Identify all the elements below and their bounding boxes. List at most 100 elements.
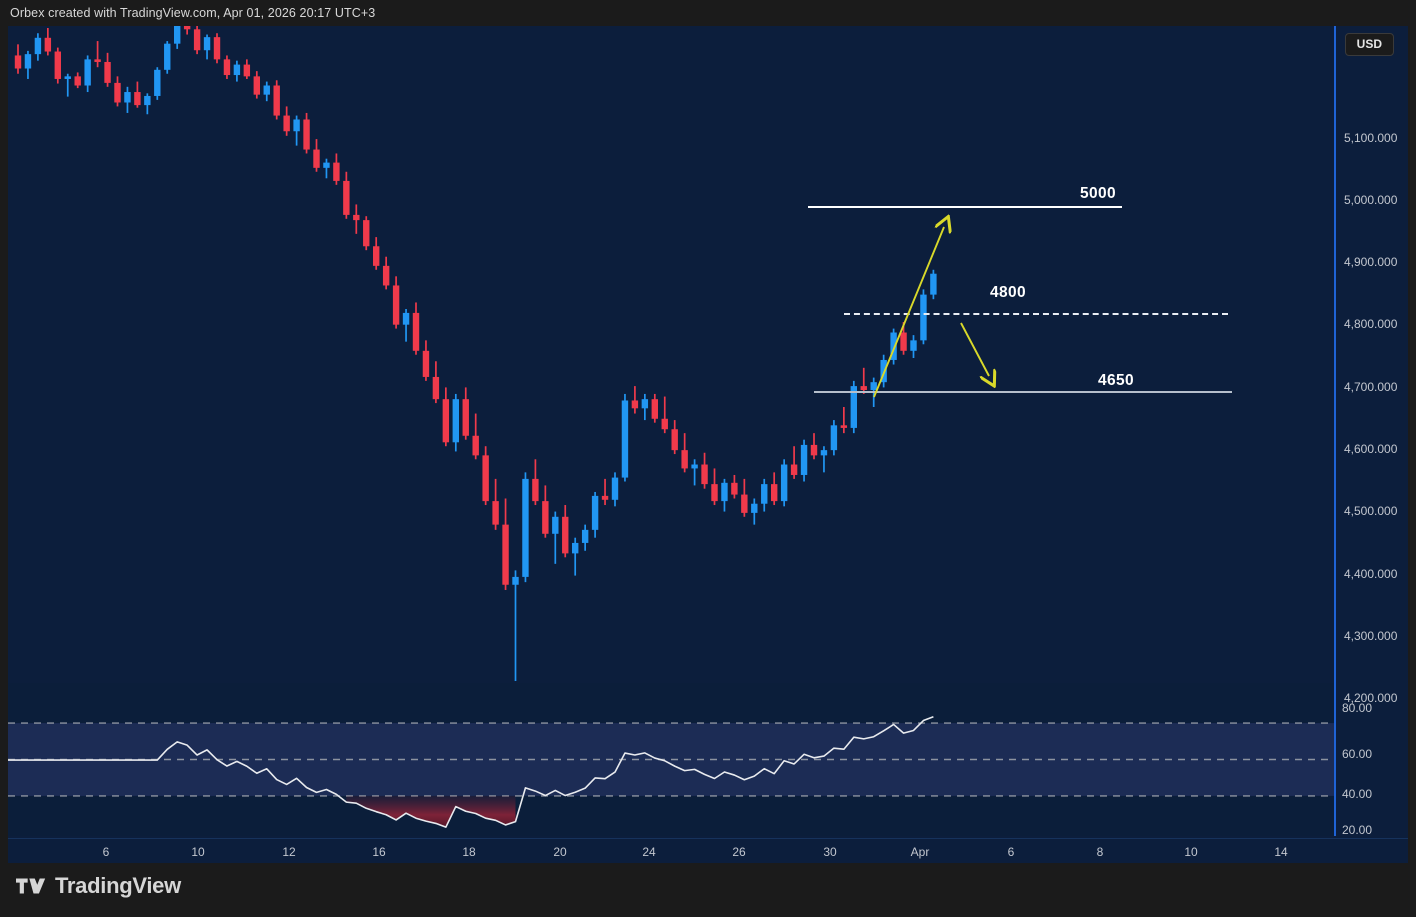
- candle-body: [880, 359, 887, 383]
- chart-header: Orbex created with TradingView.com, Apr …: [0, 0, 1416, 26]
- candle-body: [14, 55, 22, 69]
- candle-body: [174, 26, 181, 44]
- candle-body: [253, 76, 260, 95]
- candle-body: [711, 484, 718, 502]
- price-tick: 4,300.000: [1344, 628, 1398, 643]
- candle-body: [442, 399, 450, 443]
- price-tick: 4,800.000: [1344, 317, 1398, 332]
- candle-body: [412, 312, 420, 351]
- candle-body: [492, 501, 499, 525]
- candle-body: [930, 273, 937, 295]
- candle-body: [681, 450, 688, 469]
- time-tick: Apr: [910, 845, 930, 859]
- candle-body: [721, 482, 728, 502]
- price-tick: 4,600.000: [1344, 442, 1398, 456]
- time-tick: 6: [102, 845, 110, 859]
- candle-body: [830, 425, 838, 451]
- tradingview-logo: TradingView: [16, 873, 181, 899]
- candle-body: [890, 332, 897, 360]
- candle-body: [54, 51, 61, 79]
- candle-body: [502, 524, 509, 585]
- candle-body: [24, 54, 32, 69]
- candle-body: [104, 61, 111, 83]
- candle-body: [870, 382, 877, 391]
- candle-body: [432, 376, 440, 400]
- chart-footer: TradingView: [0, 863, 1416, 917]
- candle-body: [562, 516, 569, 554]
- tradingview-mark-icon: [16, 878, 46, 894]
- candle-body: [532, 478, 539, 502]
- candle-body: [402, 312, 410, 325]
- candle-body: [283, 115, 290, 132]
- candle-body: [671, 429, 678, 451]
- rsi-pane[interactable]: [8, 683, 1334, 836]
- candle-body: [134, 92, 141, 106]
- price-tick: 4,500.000: [1344, 504, 1398, 519]
- candle-body: [850, 386, 857, 428]
- candle-body: [353, 214, 360, 221]
- candle-body: [203, 37, 211, 51]
- time-tick: 30: [823, 845, 837, 859]
- time-tick: 26: [732, 845, 746, 859]
- candle-body: [920, 294, 927, 341]
- candle-body: [601, 495, 609, 500]
- candle-body: [611, 477, 619, 500]
- candle-body: [183, 26, 191, 30]
- chart-caption: Orbex created with TradingView.com, Apr …: [10, 6, 376, 20]
- price-label-4800: 4800: [990, 284, 1027, 301]
- candle-body: [243, 64, 251, 77]
- price-tick: 4,400.000: [1344, 566, 1398, 581]
- candle-body: [651, 399, 658, 419]
- candle-body: [263, 85, 270, 95]
- candle-body: [741, 494, 748, 513]
- candle-body: [114, 82, 121, 103]
- candle-body: [820, 450, 828, 456]
- candle-body: [810, 444, 818, 456]
- candle-body: [74, 76, 81, 86]
- candle-body: [303, 119, 310, 150]
- price-label-5000: 5000: [1080, 185, 1117, 202]
- candle-body: [761, 484, 768, 504]
- time-tick: 18: [462, 845, 476, 859]
- candle-body: [522, 478, 529, 577]
- time-tick: 10: [1184, 845, 1198, 859]
- price-tick: 4,200.000: [1344, 691, 1398, 706]
- price-pane[interactable]: 5000 4800 4650: [8, 26, 1334, 681]
- candle-body: [542, 501, 549, 534]
- candle-body: [452, 399, 459, 443]
- candle-body: [800, 444, 808, 475]
- rsi-series: [8, 715, 1334, 828]
- support-line-4650: [814, 391, 1232, 393]
- level-line-4800: [844, 313, 1228, 315]
- candle-body: [84, 59, 91, 86]
- candle-body: [790, 464, 798, 475]
- rsi-tick: 40.00: [1342, 787, 1373, 801]
- tradingview-wordmark: TradingView: [55, 873, 181, 898]
- candle-body: [94, 59, 101, 62]
- price-tick: 5,000.000: [1344, 192, 1398, 207]
- candle-body: [482, 455, 489, 502]
- candle-body: [34, 37, 42, 55]
- time-tick: 16: [372, 845, 386, 859]
- time-tick: 24: [642, 845, 656, 859]
- candle-body: [144, 95, 151, 106]
- price-tick: 4,700.000: [1344, 379, 1398, 394]
- candle-body: [44, 37, 52, 52]
- candle-body: [223, 59, 231, 76]
- time-axis[interactable]: 6 10 12 16 18 20 24 26 30 Apr 6 8 10 14: [8, 838, 1408, 863]
- candle-body: [552, 516, 559, 534]
- time-tick: 20: [553, 845, 567, 859]
- candle-body: [233, 64, 241, 76]
- rsi-line: [8, 715, 934, 828]
- candle-body: [591, 495, 599, 530]
- currency-badge: USD: [1344, 33, 1394, 56]
- candle-body: [731, 482, 738, 495]
- candle-body: [780, 464, 788, 502]
- candle-body: [701, 464, 708, 485]
- candle-body: [771, 484, 778, 502]
- candle-body: [860, 386, 867, 391]
- candle-body: [323, 162, 330, 168]
- price-tick: 4,900.000: [1344, 255, 1398, 270]
- price-axis[interactable]: USD 5,100.000 5,000.000 4,900.000 4,800.000…: [1334, 26, 1408, 836]
